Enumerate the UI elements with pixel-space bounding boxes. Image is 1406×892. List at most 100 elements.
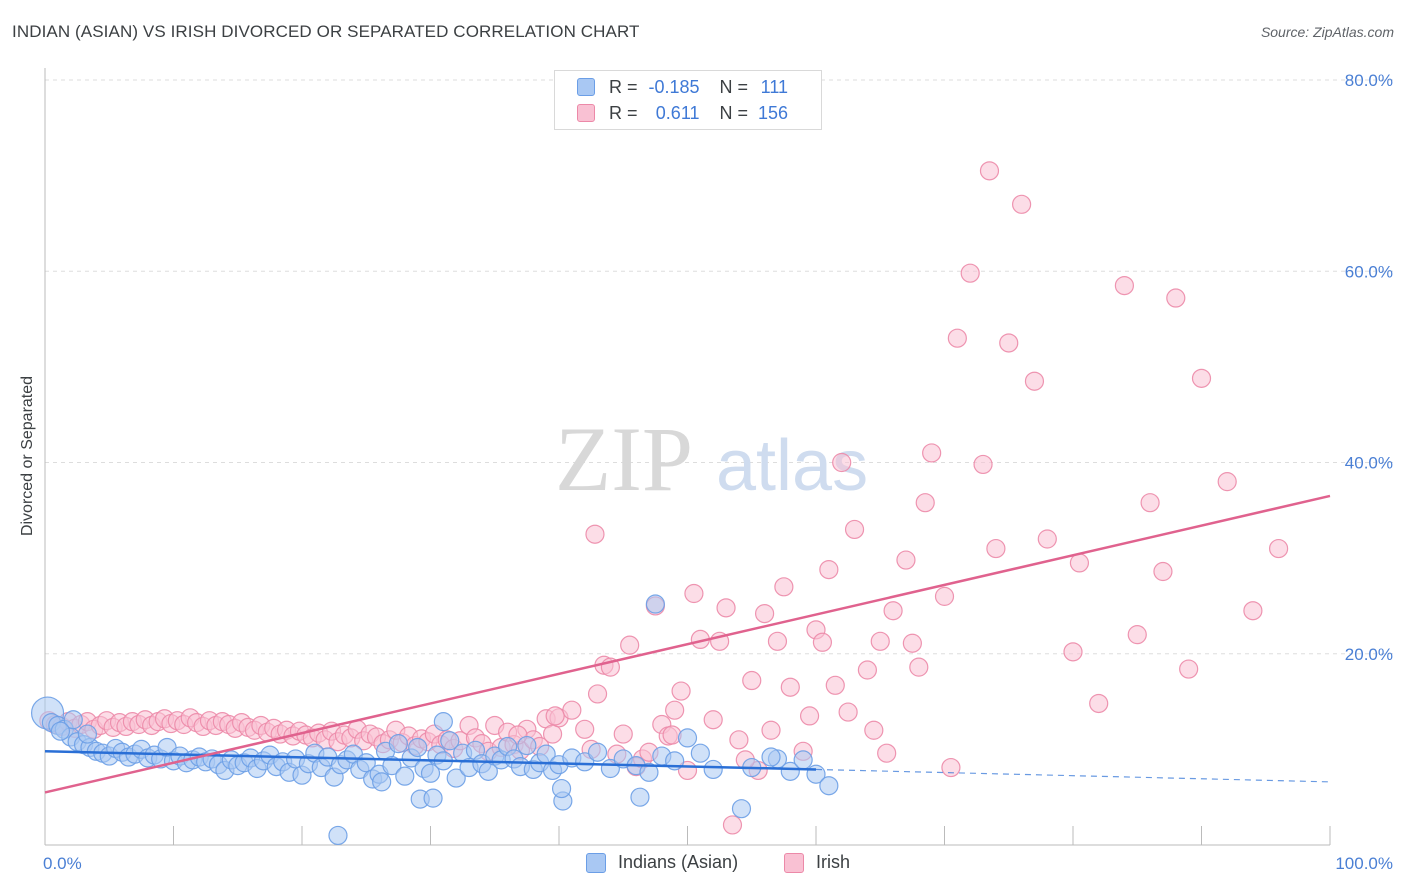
irish-point [960,263,980,283]
irish-swatch [784,852,804,873]
n-label: N = [719,102,749,123]
irish-point [1217,472,1237,492]
irish-point [819,559,839,580]
irish-point [780,677,800,697]
irish-point [703,710,723,730]
irish-trend-line [44,494,1331,794]
watermark: ZIP atlas [555,408,868,510]
irish-point [585,524,605,544]
irish-point [742,670,762,691]
y-tick-label: 40.0% [1345,454,1393,473]
irish-point [934,586,955,606]
irish-point [915,493,935,513]
indians-point [587,742,608,762]
indians-point [408,737,428,758]
irish-point [973,454,993,475]
indians-point [395,766,415,786]
r-label: R = [609,76,638,97]
irish-point [1140,493,1160,513]
correlation-legend: R = -0.185 N = 111 R = 0.611 N = 156 [554,70,822,130]
indians-point [677,728,698,748]
y-tick-label: 80.0% [1345,71,1393,90]
irish-point [671,681,691,701]
irish-point [684,583,704,604]
r-label: R = [609,102,638,123]
indians-point [420,763,441,783]
irish-point [575,719,595,739]
legend-row-irish: R = 0.611 N = 156 [577,101,788,125]
indians-point [517,735,537,756]
irish-point [799,706,820,726]
irish-point [922,443,942,463]
irish-point [909,657,929,677]
legend-label: Indians (Asian) [618,852,739,872]
gridlines [45,79,1395,655]
irish-point [825,675,845,695]
indians-point [433,712,453,732]
indians-point [382,756,402,776]
indians-point [388,734,408,754]
indians-point [575,752,595,772]
x-tick-label: 100.0% [1335,854,1393,873]
irish-point [812,632,833,652]
irish-point [587,684,608,704]
indians-point [645,594,665,614]
irish-point [838,702,858,722]
indians-trend-line [44,750,817,771]
irish-point [902,633,922,653]
x-tick-label: 0.0% [43,854,82,873]
source-credit: Source: ZipAtlas.com [1260,24,1394,40]
indians-point [63,710,83,730]
irish-point [1037,529,1057,549]
irish-point [947,328,967,348]
indians-point [440,731,460,751]
irish-point [1127,625,1147,645]
irish-point [1243,601,1263,621]
indians-point [731,799,752,819]
irish-point [832,452,852,473]
legend-item-indians[interactable]: Indians (Asian) [586,852,738,873]
indians-point [639,762,659,782]
indians-swatch [586,852,606,873]
r-value: -0.185 [648,76,700,97]
indians-point [690,743,710,763]
legend-item-irish[interactable]: Irish [784,852,850,873]
irish-point [986,538,1006,559]
irish-point [562,700,582,720]
indians-point [630,787,650,807]
indians-point [761,747,781,767]
irish-point [774,577,794,597]
irish-point [542,724,563,744]
irish-point [1069,553,1090,573]
r-value: 0.611 [655,102,700,123]
irish-point [613,724,633,744]
indians-trend-extension [815,768,1331,783]
irish-point [722,815,743,835]
irish-point [545,706,565,726]
irish-point [877,743,897,763]
irish-point [870,631,890,651]
indians-point [423,788,443,808]
n-label: N = [719,76,749,97]
irish-point [1089,693,1109,714]
legend-label: Irish [816,852,851,872]
irish-point [1153,561,1173,582]
indians-point [50,721,71,741]
irish-point [716,598,736,618]
irish-point [1179,659,1199,679]
irish-point [896,550,916,570]
indians-point [703,759,723,780]
series-legend: Indians (Asian) Irish [0,852,1406,878]
chart-title: INDIAN (ASIAN) VS IRISH DIVORCED OR SEPA… [12,22,640,41]
watermark-zip: ZIP [555,408,693,510]
tick-labels: 20.0% 40.0% 60.0% 80.0% 0.0% 100.0% [43,71,1393,873]
indians-point [793,750,813,770]
irish-point [1191,368,1212,388]
irish-point [941,757,961,778]
irish-point [729,730,749,750]
indians-point [328,825,348,846]
irish-point [883,601,903,621]
indians-point [372,772,392,792]
irish-point [857,660,878,680]
